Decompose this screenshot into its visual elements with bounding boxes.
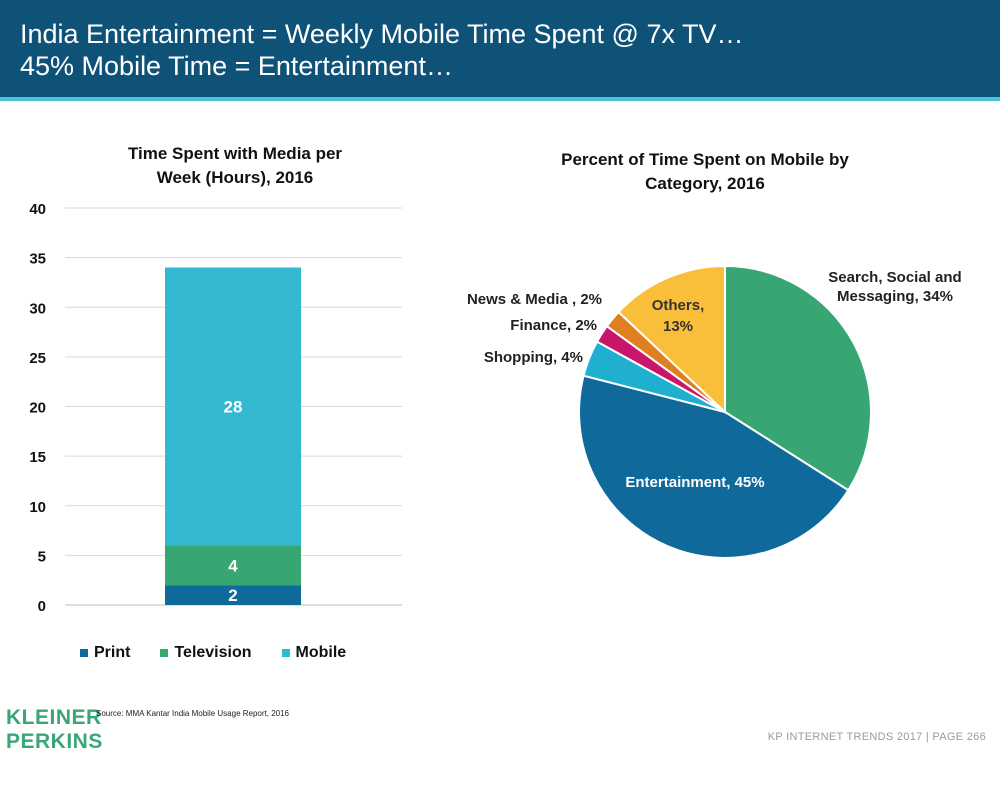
pie-label-search-social-and-messaging-line-1: Search, Social and (828, 269, 961, 286)
source-note: Source: MMA Kantar India Mobile Usage Re… (96, 709, 289, 718)
pie-slice-entertainment (578, 374, 850, 559)
y-tick-label-35: 35 (29, 251, 46, 268)
pie-chart-title-line-1: Percent of Time Spent on Mobile by (561, 150, 849, 169)
legend-swatch-mobile (281, 649, 290, 657)
y-tick-label-40: 40 (29, 201, 46, 218)
y-tick-label-25: 25 (29, 350, 46, 367)
bar-chart-title: Time Spent with Media per Week (Hours), … (80, 142, 390, 190)
pie-label-entertainment: Entertainment, 45% (625, 474, 764, 491)
bar-chart-title-line-2: Week (Hours), 2016 (156, 168, 314, 187)
legend-swatch-print (80, 649, 88, 657)
legend-label-print: Print (94, 644, 131, 661)
pie-label-others-line-1: Others, (652, 297, 705, 314)
pie-label-news-media: News & Media , 2% (467, 291, 602, 308)
header-accent-rule (0, 97, 1000, 101)
slide-title: India Entertainment = Weekly Mobile Time… (20, 18, 980, 82)
page-footer: KP INTERNET TRENDS 2017 | PAGE 266 (767, 731, 986, 743)
pie-chart-title-line-2: Category, 2016 (645, 174, 765, 193)
bar-chart-title-line-1: Time Spent with Media per (127, 144, 343, 163)
pie-chart-title: Percent of Time Spent on Mobile by Categ… (520, 148, 890, 196)
y-tick-label-15: 15 (29, 449, 46, 466)
slide-title-line-2: 45% Mobile Time = Entertainment… (20, 51, 453, 81)
legend-item-mobile: Mobile (281, 644, 347, 662)
pie-label-shopping: Shopping, 4% (484, 349, 583, 366)
pie-label-others-line-2: 13% (663, 318, 693, 335)
slide-header: India Entertainment = Weekly Mobile Time… (0, 0, 1000, 97)
y-tick-label-5: 5 (38, 548, 46, 565)
y-tick-label-10: 10 (29, 499, 46, 516)
y-tick-label-30: 30 (29, 300, 46, 317)
bar-segment-print (165, 585, 301, 605)
y-tick-label-0: 0 (38, 598, 46, 615)
pie-label-search-social-and-messaging-line-2: Messaging, 34% (837, 288, 953, 305)
y-tick-label-20: 20 (29, 400, 46, 417)
bar-data-label-mobile: 28 (224, 398, 243, 417)
bar-segment-mobile (165, 267, 301, 546)
pie-slice-others (617, 264, 726, 415)
pie-label-finance: Finance, 2% (510, 317, 597, 334)
legend-label-television: Television (174, 644, 252, 661)
bar-segment-television (165, 545, 301, 586)
legend-swatch-television (160, 649, 169, 657)
bar-chart-legend: Print Television Mobile (80, 644, 346, 662)
kleiner-perkins-logo: KLEINER PERKINS (6, 706, 103, 754)
bar-data-label-print: 2 (228, 586, 237, 605)
logo-line-1: KLEINER (6, 706, 102, 729)
slide-title-line-1: India Entertainment = Weekly Mobile Time… (20, 19, 744, 49)
legend-item-print: Print (80, 644, 130, 662)
bar-data-label-television: 4 (228, 556, 238, 575)
logo-line-2: PERKINS (6, 730, 103, 753)
legend-item-television: Television (160, 644, 252, 662)
legend-label-mobile: Mobile (295, 644, 347, 661)
